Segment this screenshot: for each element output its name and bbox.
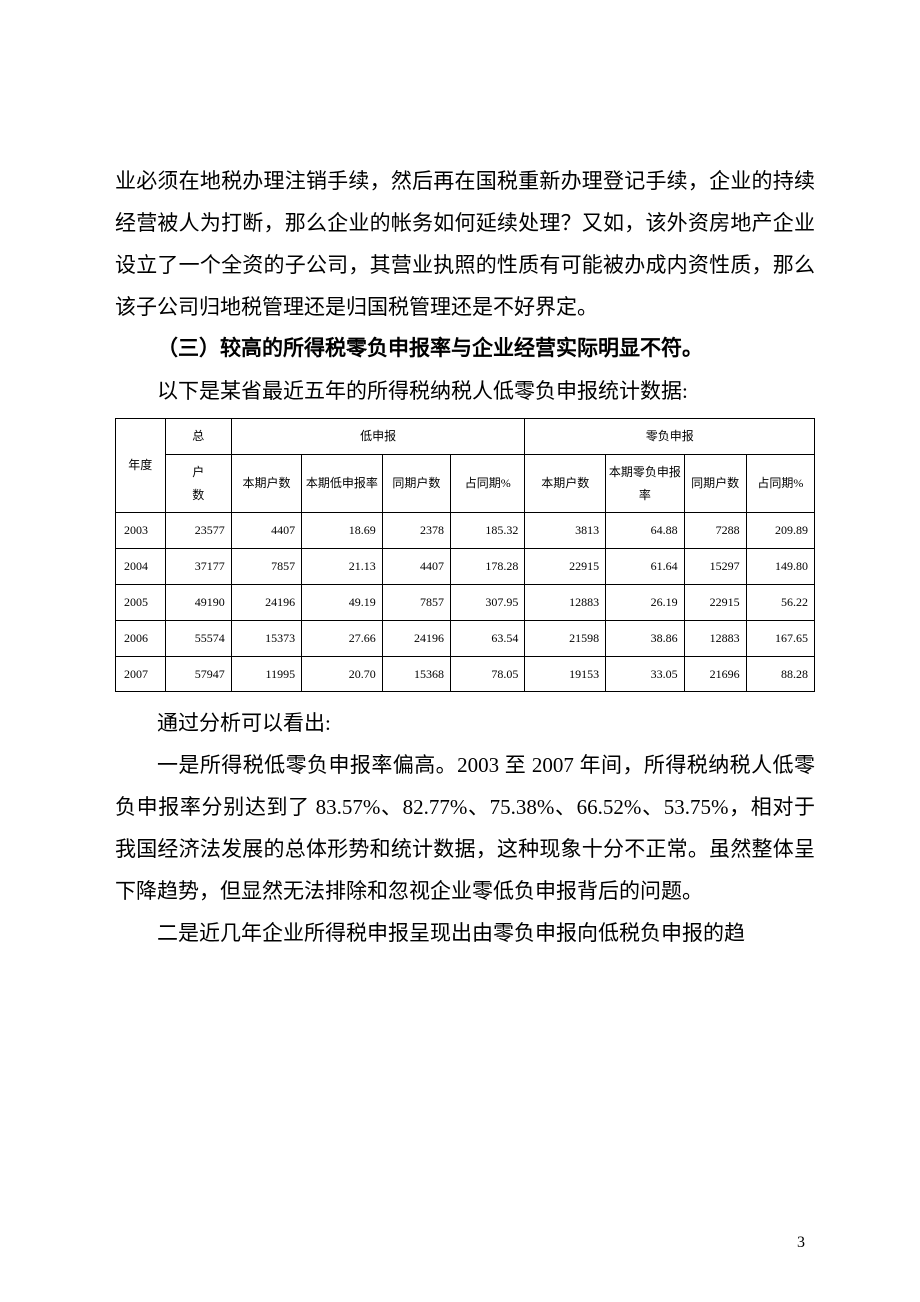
- table-cell: 15368: [382, 656, 450, 692]
- table-cell: 185.32: [450, 513, 524, 549]
- table-cell: 2005: [116, 584, 166, 620]
- table-cell: 21696: [684, 656, 746, 692]
- table-cell: 18.69: [302, 513, 383, 549]
- col-total-header-bottom: 户数: [165, 454, 231, 513]
- table-cell: 15297: [684, 549, 746, 585]
- col-low-group-header: 低申报: [231, 419, 525, 455]
- col-low2-header: 本期低申报率: [302, 454, 383, 513]
- table-cell: 49190: [165, 584, 231, 620]
- table-cell: 27.66: [302, 620, 383, 656]
- table-cell: 4407: [231, 513, 301, 549]
- col-neg4-header: 占同期%: [746, 454, 814, 513]
- table-cell: 21.13: [302, 549, 383, 585]
- table-cell: 49.19: [302, 584, 383, 620]
- col-low4-header: 占同期%: [450, 454, 524, 513]
- section-heading: （三）较高的所得税零负申报率与企业经营实际明显不符。: [115, 328, 815, 370]
- col-year-header: 年度: [116, 419, 166, 513]
- document-page: 业必须在地税办理注销手续，然后再在国税重新办理登记手续，企业的持续经营被人为打断…: [0, 0, 920, 1302]
- table-cell: 26.19: [606, 584, 685, 620]
- col-neg2-header: 本期零负申报率: [606, 454, 685, 513]
- table-cell: 2003: [116, 513, 166, 549]
- table-cell: 15373: [231, 620, 301, 656]
- col-total-header-top: 总: [165, 419, 231, 455]
- col-neg3-header: 同期户数: [684, 454, 746, 513]
- table-intro: 以下是某省最近五年的所得税纳税人低零负申报统计数据:: [115, 370, 815, 412]
- table-cell: 88.28: [746, 656, 814, 692]
- table-row: 2006555741537327.662419663.542159838.861…: [116, 620, 815, 656]
- col-low3-header: 同期户数: [382, 454, 450, 513]
- table-cell: 63.54: [450, 620, 524, 656]
- paragraph-continuation: 业必须在地税办理注销手续，然后再在国税重新办理登记手续，企业的持续经营被人为打断…: [115, 160, 815, 328]
- table-cell: 24196: [231, 584, 301, 620]
- table-cell: 12883: [525, 584, 606, 620]
- page-number: 3: [797, 1234, 805, 1252]
- table-cell: 37177: [165, 549, 231, 585]
- table-cell: 11995: [231, 656, 301, 692]
- analysis-intro: 通过分析可以看出:: [115, 702, 815, 744]
- table-cell: 149.80: [746, 549, 814, 585]
- table-row: 2007579471199520.701536878.051915333.052…: [116, 656, 815, 692]
- table-cell: 2006: [116, 620, 166, 656]
- table-cell: 64.88: [606, 513, 685, 549]
- table-cell: 38.86: [606, 620, 685, 656]
- table-cell: 56.22: [746, 584, 814, 620]
- table-cell: 55574: [165, 620, 231, 656]
- table-cell: 2007: [116, 656, 166, 692]
- table-row: 200323577440718.692378185.32381364.88728…: [116, 513, 815, 549]
- col-neg-group-header: 零负申报: [525, 419, 815, 455]
- statistics-table: 年度 总 低申报 零负申报 户数 本期户数 本期低申报率 同期户数 占同期% 本…: [115, 418, 815, 692]
- table-cell: 19153: [525, 656, 606, 692]
- table-row: 200437177785721.134407178.282291561.6415…: [116, 549, 815, 585]
- table-body: 200323577440718.692378185.32381364.88728…: [116, 513, 815, 692]
- analysis-point-2: 二是近几年企业所得税申报呈现出由零负申报向低税负申报的趋: [115, 912, 815, 954]
- table-cell: 7857: [231, 549, 301, 585]
- table-row: 2005491902419649.197857307.951288326.192…: [116, 584, 815, 620]
- analysis-point-1: 一是所得税低零负申报率偏高。2003 至 2007 年间，所得税纳税人低零负申报…: [115, 744, 815, 912]
- col-low1-header: 本期户数: [231, 454, 301, 513]
- table-cell: 61.64: [606, 549, 685, 585]
- table-cell: 22915: [684, 584, 746, 620]
- table-cell: 3813: [525, 513, 606, 549]
- table-cell: 20.70: [302, 656, 383, 692]
- table-cell: 33.05: [606, 656, 685, 692]
- table-header: 年度 总 低申报 零负申报 户数 本期户数 本期低申报率 同期户数 占同期% 本…: [116, 419, 815, 513]
- table-cell: 209.89: [746, 513, 814, 549]
- table-cell: 167.65: [746, 620, 814, 656]
- table-cell: 78.05: [450, 656, 524, 692]
- table-cell: 12883: [684, 620, 746, 656]
- table-cell: 307.95: [450, 584, 524, 620]
- table-cell: 21598: [525, 620, 606, 656]
- table-cell: 2378: [382, 513, 450, 549]
- table-cell: 57947: [165, 656, 231, 692]
- table-cell: 2004: [116, 549, 166, 585]
- col-neg1-header: 本期户数: [525, 454, 606, 513]
- table-cell: 4407: [382, 549, 450, 585]
- table-cell: 178.28: [450, 549, 524, 585]
- table-cell: 22915: [525, 549, 606, 585]
- table-cell: 24196: [382, 620, 450, 656]
- table-cell: 7857: [382, 584, 450, 620]
- table-cell: 7288: [684, 513, 746, 549]
- table-cell: 23577: [165, 513, 231, 549]
